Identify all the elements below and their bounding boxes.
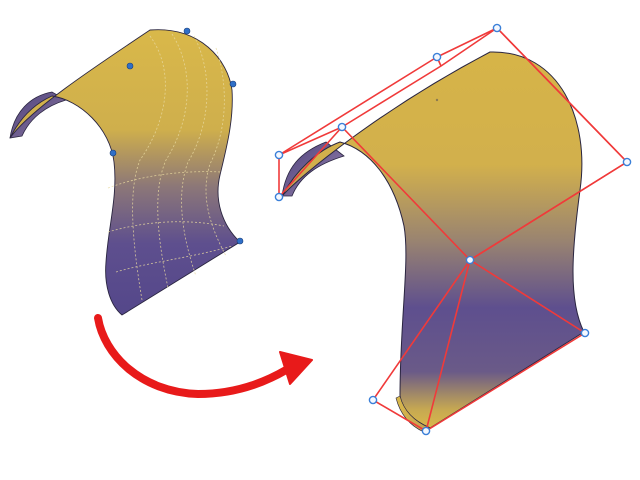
control-point xyxy=(432,52,442,62)
control-point xyxy=(274,192,284,202)
control-point xyxy=(337,122,347,132)
surface-before-control-points xyxy=(109,27,244,245)
control-frame-edge xyxy=(341,126,471,261)
surface-before-underside xyxy=(9,91,68,139)
control-frame-top-inner xyxy=(278,27,498,198)
surface-before xyxy=(9,27,244,316)
control-frame-bottom xyxy=(372,259,586,432)
control-point xyxy=(421,426,431,436)
control-point xyxy=(236,237,244,245)
transform-arrow-head xyxy=(279,351,313,385)
control-point xyxy=(274,150,284,160)
control-point xyxy=(229,80,237,88)
control-point xyxy=(580,328,590,338)
control-frame-edge xyxy=(425,259,471,432)
control-point xyxy=(368,395,378,405)
control-frame-edge xyxy=(469,259,586,334)
control-point xyxy=(465,255,475,265)
control-point xyxy=(622,157,632,167)
surface-after xyxy=(281,51,585,433)
control-frame xyxy=(278,27,628,432)
transform-arrow xyxy=(94,314,313,399)
control-point xyxy=(183,27,191,35)
control-point xyxy=(492,23,502,33)
transform-arrow-shaft xyxy=(94,314,290,399)
surface-before-face xyxy=(9,29,241,316)
surface-after-face xyxy=(281,51,585,429)
control-point xyxy=(109,149,117,157)
control-frame-edge xyxy=(469,161,628,261)
control-frame-edge xyxy=(496,27,628,163)
control-point xyxy=(126,62,134,70)
surface-after-highlight xyxy=(435,98,439,102)
surface-before-isolines xyxy=(107,33,233,301)
control-frame-edge xyxy=(278,126,343,156)
control-frame-points xyxy=(274,23,632,436)
